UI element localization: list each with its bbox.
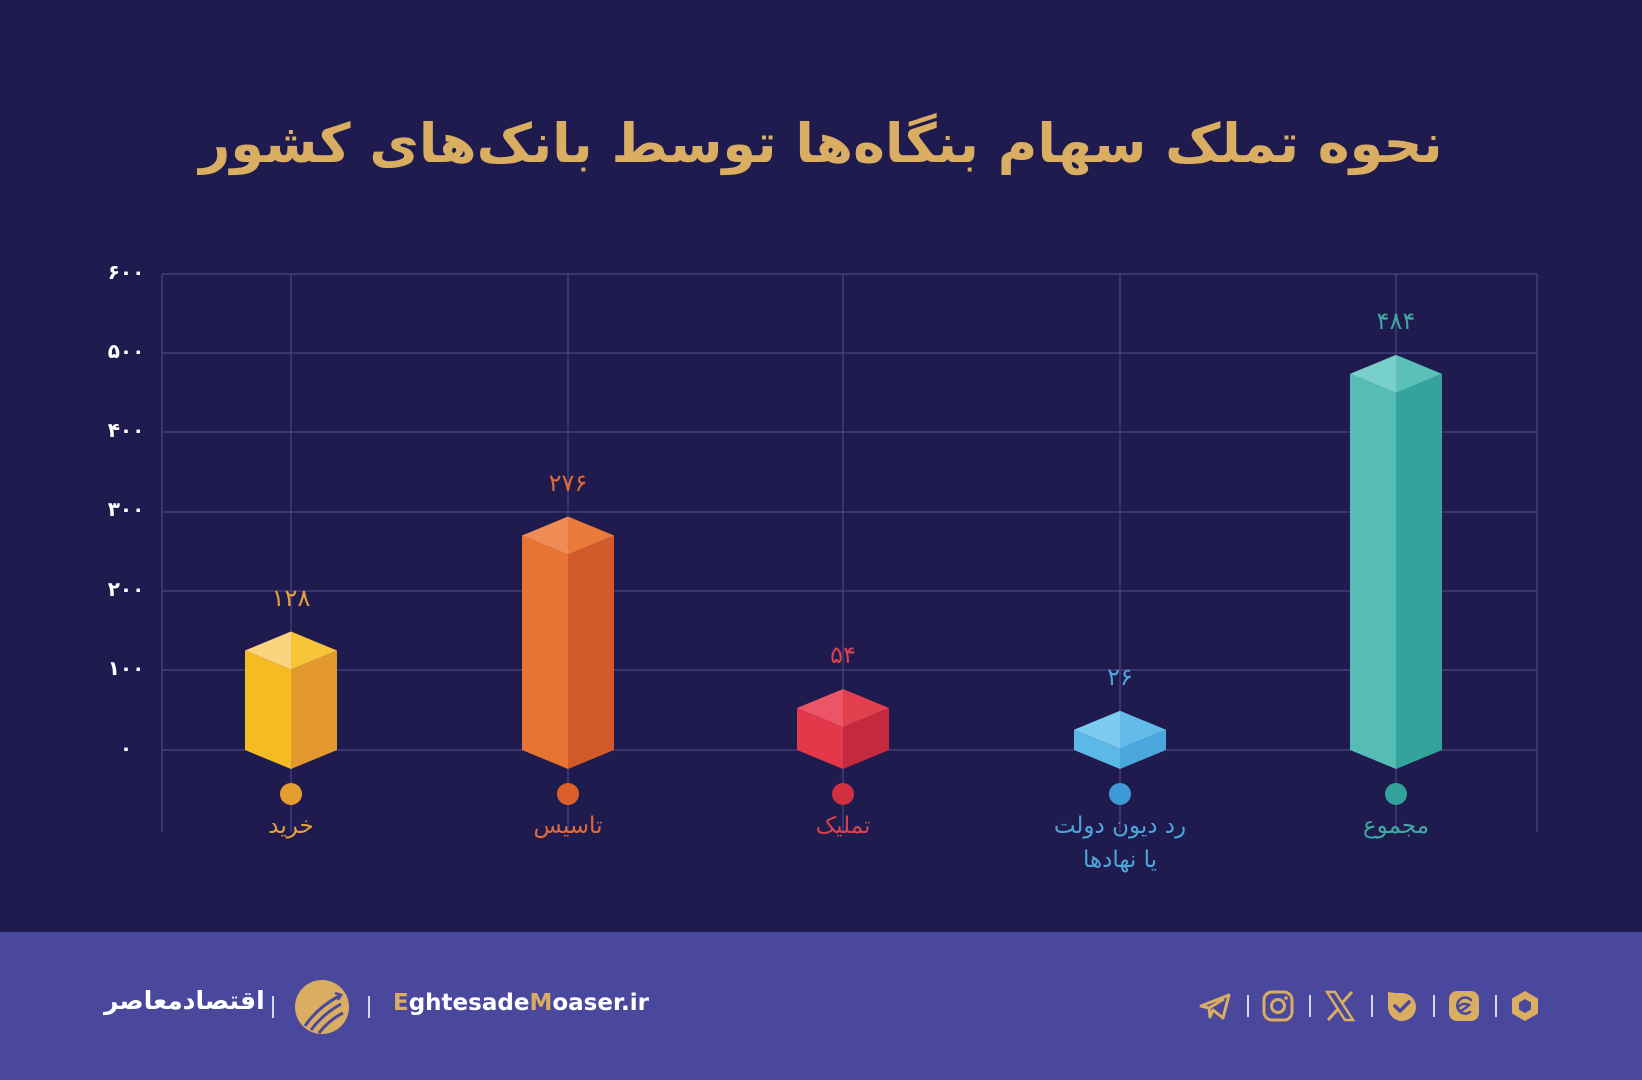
- bar-face-right: [1120, 729, 1166, 769]
- legend-dot-majmou: [1385, 783, 1407, 805]
- legend-dot-kharid: [280, 783, 302, 805]
- bar-face-left: [1350, 373, 1396, 769]
- bar-face-left: [522, 535, 568, 769]
- footer-divider: [1309, 995, 1311, 1017]
- bar-top-right: [568, 516, 614, 555]
- eitaa-icon[interactable]: [1447, 989, 1481, 1023]
- category-label-tasis: تاسیس: [534, 809, 603, 843]
- grid: [161, 273, 1538, 832]
- bar-top-right: [1120, 710, 1166, 749]
- category-label-rad-dioun: رد دیون دولت یا نهادها: [1054, 809, 1186, 877]
- y-tick-200: ۲۰۰: [107, 577, 145, 601]
- bale-icon[interactable]: [1385, 989, 1419, 1023]
- footer-divider: [1247, 995, 1249, 1017]
- legend-dot-rad-dioun: [1109, 783, 1131, 805]
- bar-top-right: [843, 689, 889, 728]
- category-label-line: تاسیس: [533, 813, 603, 839]
- value-label-tasis: ۲۷۶: [548, 468, 588, 497]
- chart-plot-area: [161, 273, 1538, 832]
- bar-top-left: [1350, 354, 1396, 393]
- legend-dot-tasis: [557, 783, 579, 805]
- value-label-tamlik: ۵۴: [830, 641, 856, 670]
- website-link[interactable]: EghtesadeMoaser.ir: [393, 990, 649, 1016]
- legend-dot-tamlik: [832, 783, 854, 805]
- bar-top-left: [522, 516, 568, 555]
- category-label-line: رد دیون دولت: [1053, 813, 1187, 839]
- bar-kharid: [245, 631, 337, 769]
- bar-face-left: [245, 650, 291, 769]
- bar-top-right: [291, 631, 337, 670]
- category-label-tamlik: تملیک: [816, 809, 871, 843]
- bar-face-right: [291, 650, 337, 769]
- value-label-kharid: ۱۲۸: [271, 583, 311, 612]
- category-label-line-2: یا نهادها: [1082, 847, 1158, 873]
- bar-face-left: [797, 708, 843, 769]
- bar-face-left: [1074, 729, 1120, 769]
- brand-name-fa: اقتصادمعاصر: [104, 986, 265, 1015]
- value-label-majmou: ۴۸۴: [1376, 306, 1416, 335]
- value-label-rad-dioun: ۲۶: [1107, 662, 1133, 691]
- footer-divider: [1371, 995, 1373, 1017]
- bar-face-right: [1396, 373, 1442, 769]
- bar-majmou: [1350, 354, 1442, 769]
- bar-top-left: [245, 631, 291, 670]
- y-tick-100: ۱۰۰: [107, 656, 145, 680]
- brand-logo-icon: [295, 980, 349, 1034]
- bars: [245, 354, 1442, 769]
- y-tick-0: ۰: [119, 736, 133, 760]
- x-icon[interactable]: [1323, 989, 1357, 1023]
- bar-tasis: [522, 516, 614, 769]
- bar-top-right: [1396, 354, 1442, 393]
- bar-tamlik: [797, 689, 889, 769]
- bar-top-left: [797, 689, 843, 728]
- y-tick-500: ۵۰۰: [107, 339, 145, 363]
- url-text: oaser.ir: [552, 990, 649, 1016]
- category-label-line: مجموع: [1362, 813, 1430, 839]
- footer-divider: [1433, 995, 1435, 1017]
- y-tick-300: ۳۰۰: [107, 497, 145, 521]
- y-tick-600: ۶۰۰: [107, 260, 145, 284]
- chart-title: نحوه تملک سهام بنگاه‌ها توسط بانک‌های کش…: [199, 112, 1444, 175]
- url-text: ghtesade: [408, 990, 530, 1016]
- bar-top-left: [1074, 710, 1120, 749]
- bar-rad-dioun: [1074, 710, 1166, 769]
- bar-face-right: [843, 708, 889, 769]
- category-label-kharid: خرید: [268, 809, 313, 843]
- bar-face-right: [568, 535, 614, 769]
- rubika-icon[interactable]: [1508, 989, 1542, 1023]
- footer-divider: [1495, 995, 1497, 1017]
- url-accent: M: [529, 990, 553, 1016]
- y-tick-400: ۴۰۰: [107, 418, 145, 442]
- url-accent: E: [393, 990, 409, 1016]
- category-label-line: خرید: [268, 813, 314, 839]
- footer-divider: [272, 996, 274, 1018]
- footer-divider: [368, 996, 370, 1018]
- category-label-line: تملیک: [815, 813, 871, 839]
- category-label-majmou: مجموع: [1363, 809, 1429, 843]
- instagram-icon[interactable]: [1261, 989, 1295, 1023]
- telegram-icon[interactable]: [1198, 989, 1232, 1023]
